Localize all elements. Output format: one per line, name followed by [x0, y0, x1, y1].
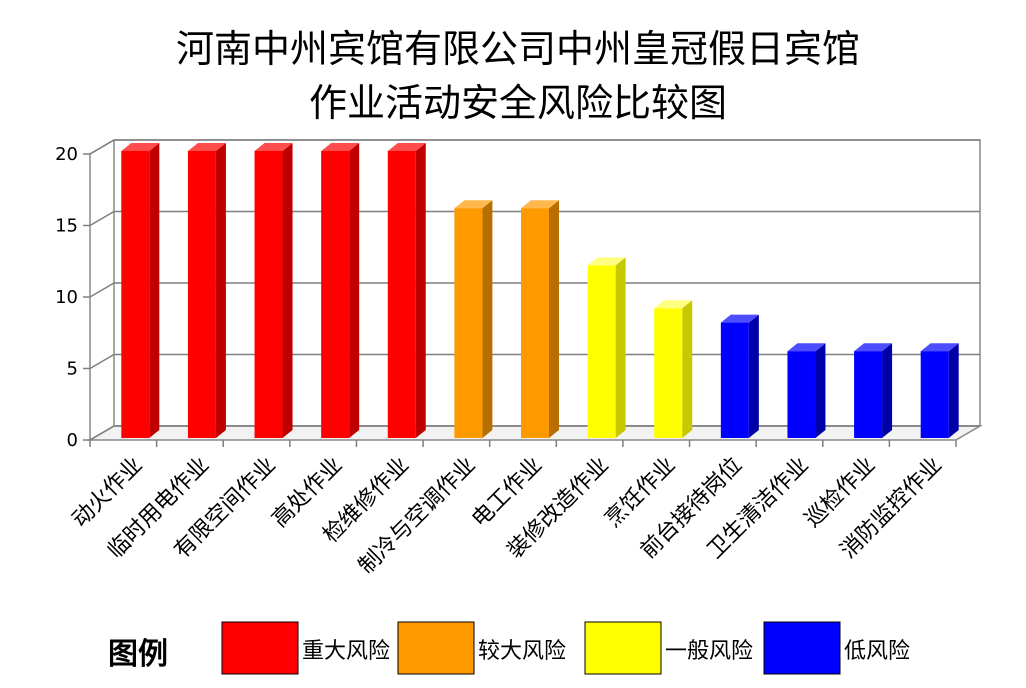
chart-title-line-2: 作业活动安全风险比较图 [309, 81, 727, 125]
bar [121, 143, 160, 438]
bar [787, 343, 826, 438]
bar-top [387, 143, 426, 151]
bar-top [920, 343, 959, 352]
legend-label: 重大风险 [302, 639, 390, 664]
y-tick-label: 10 [55, 287, 78, 308]
bar [920, 343, 959, 438]
bar-front [720, 322, 749, 438]
legend-swatch [397, 621, 475, 675]
bar-top [854, 343, 893, 352]
bar-top [720, 314, 759, 323]
x-axis: 动火作业临时用电作业有限空间作业高处作业检维修作业制冷与空调作业电工作业装修改造… [68, 440, 957, 580]
legend-swatch [763, 621, 841, 675]
bar-front [854, 351, 883, 438]
bar-side [882, 343, 893, 438]
bar-side [682, 300, 693, 438]
bar-side [215, 143, 226, 438]
y-tick-label: 5 [67, 359, 78, 380]
bar-top [321, 143, 360, 151]
bar-side [815, 343, 826, 438]
bar-side [282, 143, 293, 438]
bar-side [549, 200, 559, 438]
bar-front [254, 151, 283, 438]
y-tick-label: 0 [67, 430, 78, 451]
bar-front [321, 151, 350, 438]
bars [121, 143, 959, 438]
bar-top [121, 143, 160, 151]
bar-front [121, 151, 150, 438]
bar [587, 257, 626, 438]
bar-top [787, 343, 826, 352]
bar [387, 143, 426, 438]
legend-item: 低风险 [763, 621, 910, 675]
y-tick-label: 20 [55, 144, 78, 165]
bar-side [482, 200, 493, 438]
bar-front [920, 351, 949, 438]
bar-front [787, 351, 816, 438]
legend: 图例 重大风险 较大风险 一般风险 低风险 [108, 621, 910, 675]
bar-top [521, 200, 559, 209]
bar-top [187, 143, 226, 151]
bar-front [587, 265, 616, 438]
bar-top [454, 200, 493, 209]
bar-front [187, 151, 216, 438]
bar-front [654, 308, 683, 438]
bar [854, 343, 893, 438]
bar-front [454, 208, 483, 438]
bar-side [415, 143, 426, 438]
chart-title: 河南中州宾馆有限公司中州皇冠假日宾馆 作业活动安全风险比较图 [176, 27, 860, 125]
legend-label: 较大风险 [478, 639, 566, 664]
bar-side [948, 343, 959, 438]
y-axis: 0 5 10 15 20 [55, 144, 90, 451]
bar-side [349, 143, 360, 438]
bar [454, 200, 493, 438]
gridline [89, 139, 980, 155]
bar [654, 300, 693, 438]
bar-side [615, 257, 626, 438]
bar-side [149, 143, 160, 438]
bar [720, 314, 759, 438]
bar-top [654, 300, 693, 309]
bar-front [387, 151, 416, 438]
bar-top [587, 257, 626, 266]
legend-item: 一般风险 [584, 621, 753, 675]
y-tick-label: 15 [55, 216, 78, 237]
legend-item: 较大风险 [397, 621, 566, 675]
legend-label: 低风险 [844, 639, 910, 664]
legend-item: 重大风险 [221, 621, 390, 675]
bar [187, 143, 226, 438]
legend-label: 一般风险 [665, 639, 753, 664]
bar-front [521, 208, 549, 438]
chart-title-line-1: 河南中州宾馆有限公司中州皇冠假日宾馆 [176, 27, 860, 71]
legend-title: 图例 [108, 637, 168, 672]
legend-swatch [584, 621, 662, 675]
gridline [89, 282, 980, 298]
bar [254, 143, 293, 438]
bar-side [748, 314, 759, 438]
bar [321, 143, 360, 438]
legend-swatch [221, 621, 299, 675]
x-tick-label: 制冷与空调作业 [354, 453, 481, 580]
bar-top [254, 143, 293, 151]
gridline [89, 210, 980, 227]
bar [521, 200, 559, 438]
